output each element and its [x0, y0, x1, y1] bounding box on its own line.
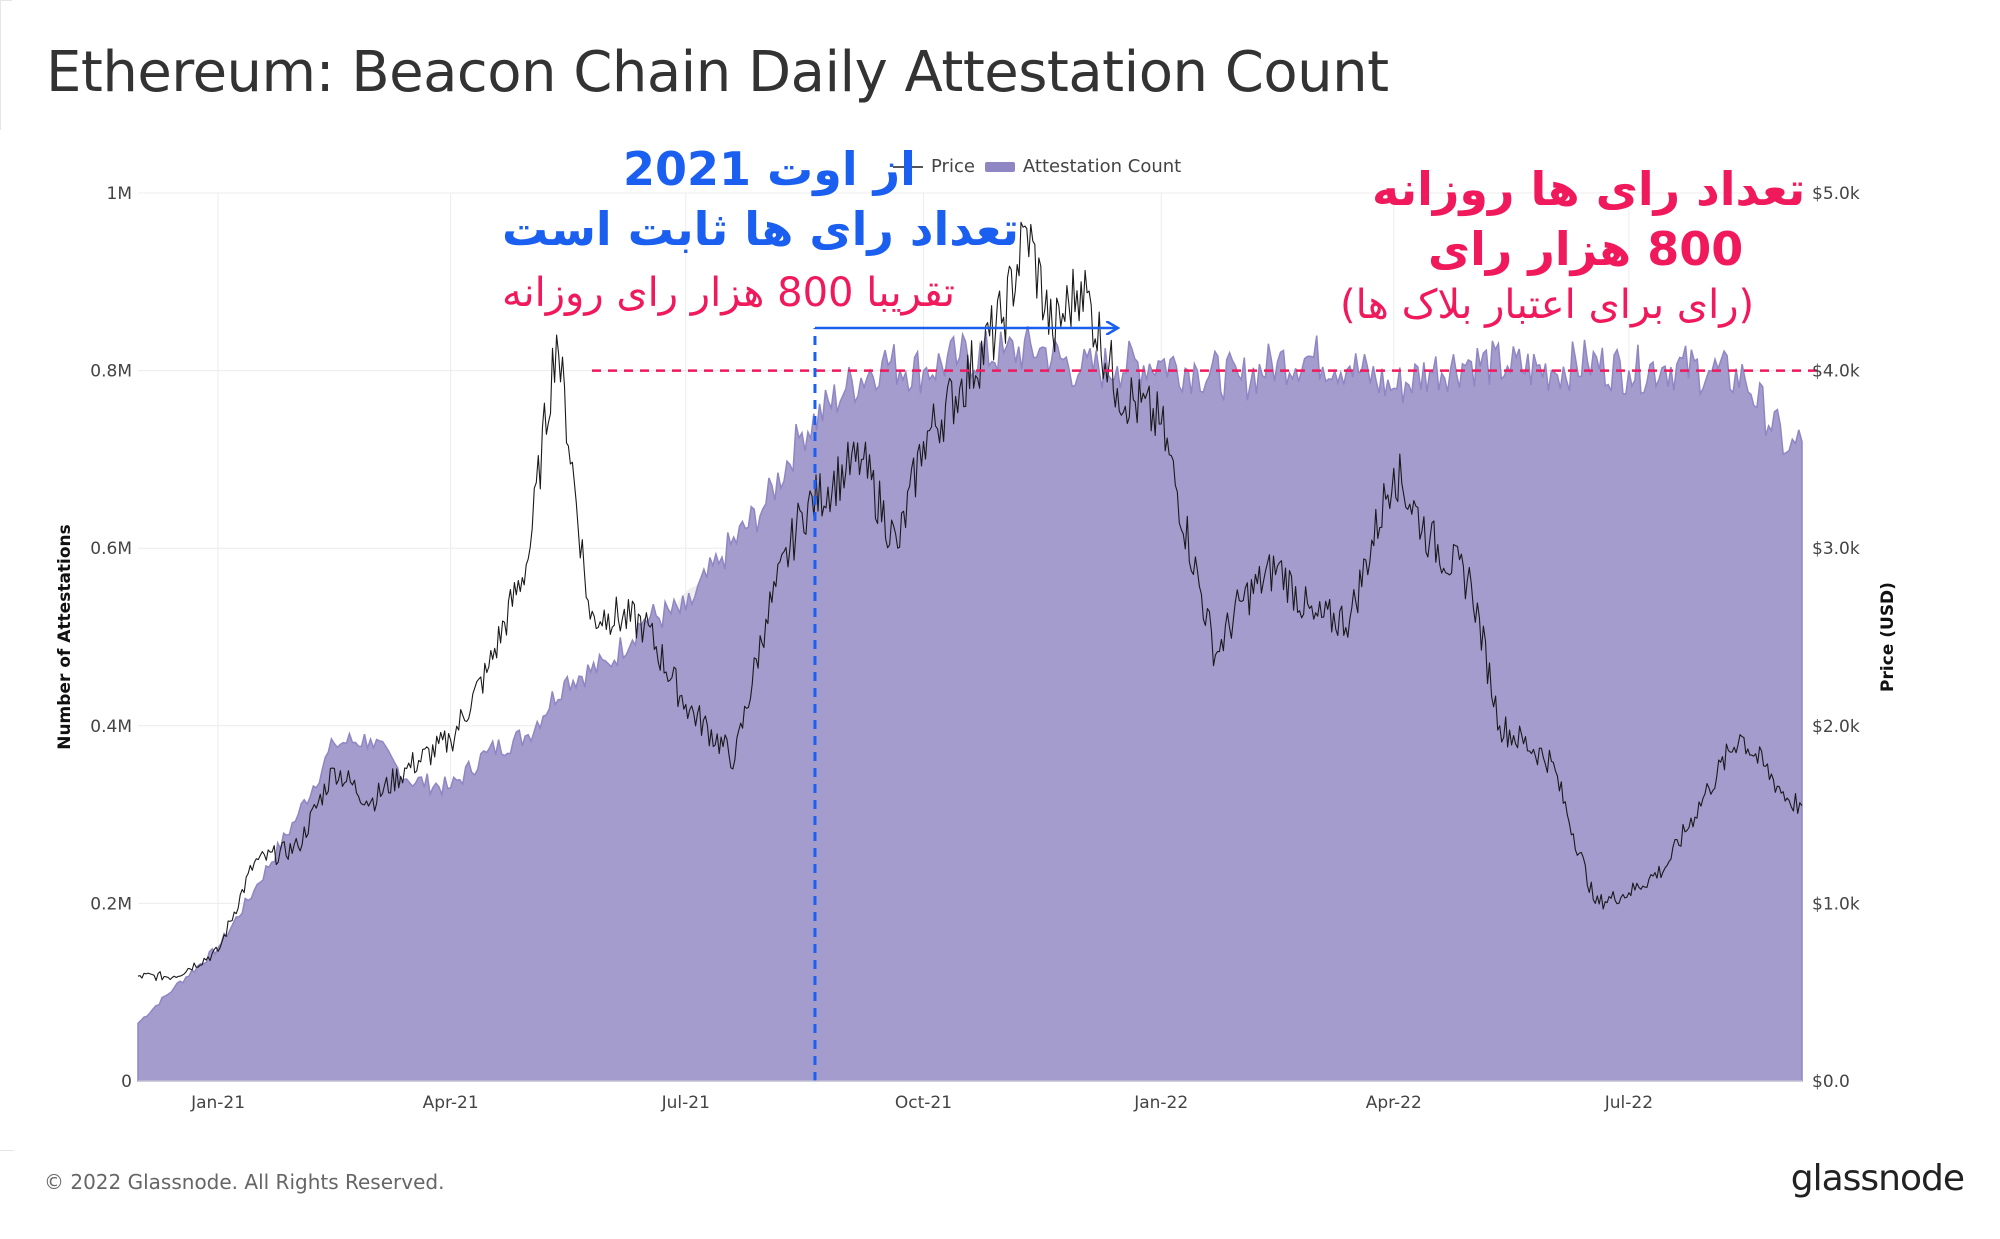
y-left-tick-label: 0.2M: [90, 894, 132, 914]
chart-title: Ethereum: Beacon Chain Daily Attestation…: [46, 40, 1389, 105]
attestation-area: [137, 326, 1803, 1082]
x-tick-label: Apr-21: [423, 1093, 479, 1113]
y-right-tick-label: $3.0k: [1812, 539, 1860, 559]
annotation-800k-votes: 800 هزار رای: [1428, 222, 1744, 276]
y-right-tick-label: $1.0k: [1812, 894, 1860, 914]
annotation-since-august: از اوت 2021: [623, 142, 916, 196]
footer-rule: [0, 1150, 14, 1151]
attestation-area-layer: [137, 326, 1803, 1082]
reference-lines: [592, 328, 1818, 1081]
legend-item-price[interactable]: Price: [893, 156, 975, 177]
y-left-tick-label: 0: [121, 1072, 132, 1092]
annotation-votes-constant: تعداد رای ها ثابت است: [502, 202, 1020, 256]
annotation-block-validation: (رای برای اعتبار بلاک ها): [1340, 282, 1755, 328]
frame-rule: [0, 0, 1, 130]
legend-attestation-label: Attestation Count: [1022, 156, 1182, 177]
price-line: [137, 221, 1803, 982]
price-swatch: [893, 165, 923, 168]
copyright: © 2022 Glassnode. All Rights Reserved.: [44, 1170, 445, 1194]
x-tick-label: Jan-22: [1133, 1093, 1188, 1113]
attestation-swatch: [984, 161, 1015, 172]
legend-item-attestation[interactable]: Attestation Count: [984, 156, 1182, 177]
axes: Jan-21 Apr-21 Jul-21 Oct-21 Jan-22 Apr-22 Jul-…: [55, 184, 1898, 1113]
annotation-daily-votes: تعداد رای ها روزانه: [1372, 162, 1806, 216]
y-right-tick-label: $5.0k: [1812, 184, 1860, 204]
x-tick-label: Oct-21: [895, 1093, 952, 1113]
y-right-tick-label: $0.0: [1812, 1072, 1850, 1092]
annotation-approx-800k: تقریبا 800 هزار رای روزانه: [502, 270, 956, 316]
y-left-tick-label: 0.4M: [90, 717, 132, 737]
y-right-tick-label: $2.0k: [1812, 717, 1860, 737]
y-left-tick-label: 0.6M: [90, 539, 132, 559]
price-line-layer: [137, 221, 1803, 982]
x-tick-label: Jan-21: [190, 1093, 245, 1113]
x-tick-label: Jul-22: [1604, 1093, 1653, 1113]
y-left-tick-label: 0.8M: [90, 362, 132, 382]
legend: Price Attestation Count: [893, 156, 1181, 177]
x-tick-label: Apr-22: [1366, 1093, 1422, 1113]
y-right-axis-title: Price (USD): [1878, 582, 1898, 692]
x-tick-label: Jul-21: [661, 1093, 710, 1113]
y-right-tick-label: $4.0k: [1812, 362, 1860, 382]
frame-rule-top: [0, 0, 12, 1]
y-left-axis-title: Number of Attestations: [55, 524, 75, 750]
y-left-tick-label: 1M: [107, 184, 132, 204]
legend-price-label: Price: [931, 156, 975, 177]
brand-logo[interactable]: glassnode: [1790, 1158, 1965, 1199]
